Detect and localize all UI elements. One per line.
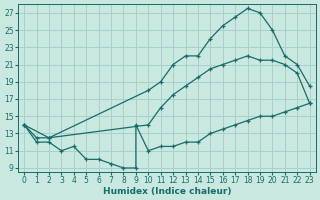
X-axis label: Humidex (Indice chaleur): Humidex (Indice chaleur) — [103, 187, 231, 196]
